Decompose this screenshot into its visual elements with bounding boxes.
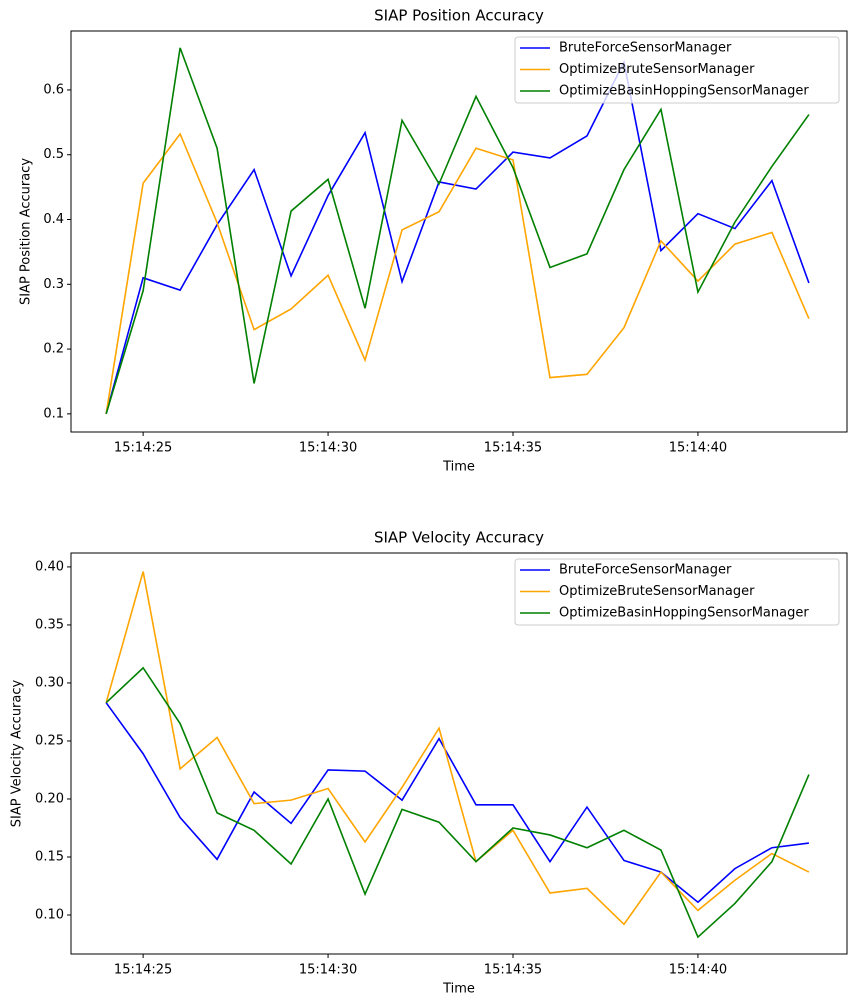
legend-label: OptimizeBruteSensorManager xyxy=(559,62,755,77)
y-tick-label: 0.40 xyxy=(35,559,64,574)
series-line xyxy=(105,571,810,926)
plot-frame xyxy=(70,552,848,955)
x-tick-label: 15:14:35 xyxy=(484,441,542,456)
y-tick-label: 0.2 xyxy=(43,342,64,357)
x-tick-label: 15:14:25 xyxy=(114,441,172,456)
y-tick-label: 0.1 xyxy=(43,406,64,421)
y-tick-label: 0.4 xyxy=(43,212,64,227)
x-tick-label: 15:14:35 xyxy=(484,963,542,978)
y-tick-label: 0.10 xyxy=(35,908,64,923)
x-tick-label: 15:14:30 xyxy=(299,441,357,456)
legend-label: OptimizeBasinHoppingSensorManager xyxy=(559,606,809,621)
plot-frame xyxy=(70,30,848,433)
y-tick-label: 0.15 xyxy=(35,849,64,864)
legend-label: BruteForceSensorManager xyxy=(559,563,732,578)
x-axis-label: Time xyxy=(442,460,475,475)
x-tick-label: 15:14:40 xyxy=(669,963,727,978)
legend-box xyxy=(514,36,840,104)
y-tick-label: 0.25 xyxy=(35,733,64,748)
y-tick-label: 0.6 xyxy=(43,82,64,97)
x-tick-label: 15:14:30 xyxy=(299,963,357,978)
chart-title: SIAP Velocity Accuracy xyxy=(374,529,544,547)
legend-label: OptimizeBruteSensorManager xyxy=(559,584,755,599)
series-line xyxy=(105,666,810,939)
series-line xyxy=(105,47,810,415)
y-tick-label: 0.35 xyxy=(35,617,64,632)
x-tick-label: 15:14:25 xyxy=(114,963,172,978)
legend-label: OptimizeBasinHoppingSensorManager xyxy=(559,84,809,99)
y-axis-label: SIAP Velocity Accuracy xyxy=(10,679,25,827)
x-axis-label: Time xyxy=(442,982,475,997)
y-tick-label: 0.20 xyxy=(35,791,64,806)
legend-label: BruteForceSensorManager xyxy=(559,41,732,56)
x-tick-label: 15:14:40 xyxy=(669,441,727,456)
chart-title: SIAP Position Accuracy xyxy=(374,7,544,25)
y-tick-label: 0.3 xyxy=(43,277,64,292)
legend-box xyxy=(514,558,840,626)
y-tick-label: 0.30 xyxy=(35,675,64,690)
y-tick-label: 0.5 xyxy=(43,147,64,162)
series-line xyxy=(105,702,810,904)
series-line xyxy=(105,132,810,414)
y-axis-label: SIAP Position Accuracy xyxy=(19,158,34,305)
series-line xyxy=(105,59,810,415)
